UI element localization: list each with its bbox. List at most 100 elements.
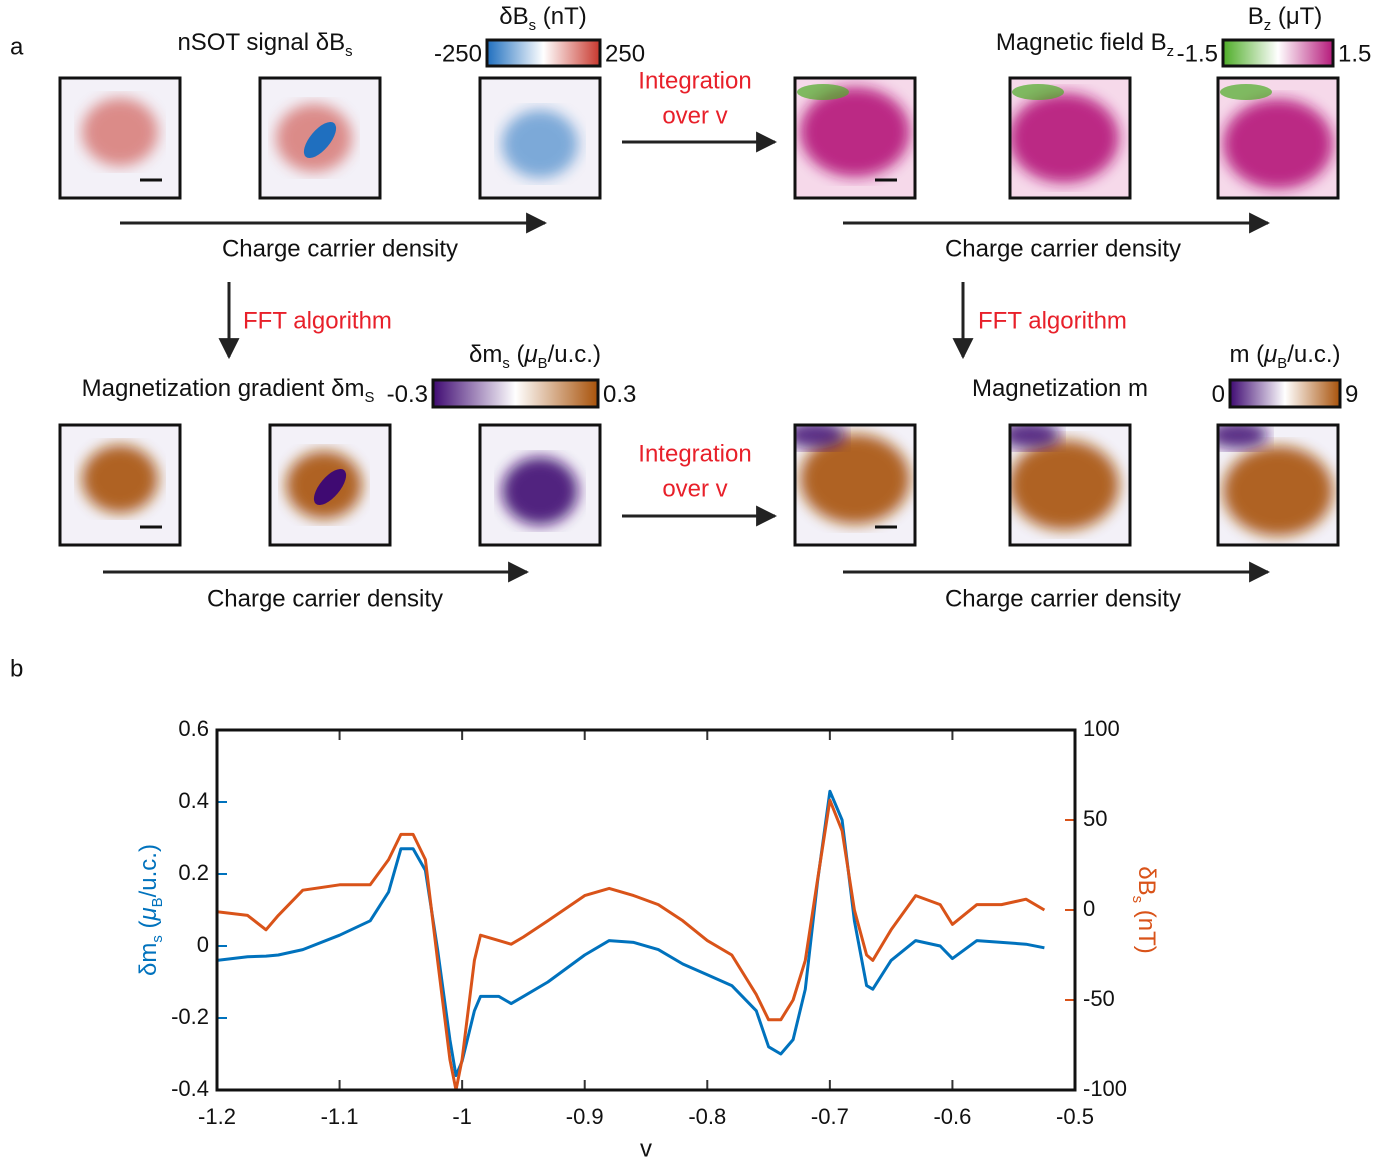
y2-tick-label: 100 [1083, 716, 1120, 741]
y-tick-label: 0 [197, 932, 209, 957]
y-tick-label: 0.6 [178, 716, 209, 741]
map-image [58, 76, 182, 200]
map-image [1008, 76, 1132, 200]
map-image [268, 423, 392, 547]
text-part: s [150, 935, 166, 942]
text-part: S [364, 390, 374, 406]
integration-label: Integration [638, 67, 751, 94]
text-part: /u.c.) [1287, 341, 1340, 368]
text-part: μ [1263, 341, 1277, 368]
colorbar-label: Bz (μT) [1248, 3, 1323, 34]
x-tick-label: -0.6 [933, 1104, 971, 1129]
colorbar-label: m (μB/u.c.) [1229, 341, 1340, 372]
y2-tick-label: -50 [1083, 986, 1115, 1011]
text-part: z [1264, 18, 1271, 34]
colorbar-label: δBs (nT) [499, 3, 586, 34]
text-part: /u.c.) [135, 844, 162, 897]
colorbar-min: 0 [1212, 381, 1225, 408]
text-part: ( [135, 920, 162, 935]
text-part: nSOT signal δB [177, 29, 345, 56]
text-part: B [1248, 3, 1264, 30]
colorbar [431, 378, 600, 409]
panel-title: Magnetization gradient δmS [82, 375, 375, 406]
series-line [217, 798, 1046, 1090]
x-tick-label: -1.2 [198, 1104, 236, 1129]
colorbar-min: -250 [434, 40, 482, 67]
map-image [478, 423, 602, 547]
colorbar-max: 0.3 [603, 381, 636, 408]
text-part: δB [1133, 866, 1160, 895]
y2-tick-label: -100 [1083, 1076, 1127, 1101]
x-tick-label: -0.9 [566, 1104, 604, 1129]
series-line [217, 789, 1045, 1078]
text-part: δm [469, 341, 502, 368]
text-part: μ [524, 341, 538, 368]
map-image [1216, 76, 1340, 200]
text-part: Magnetization gradient δm [82, 375, 365, 402]
panel-label: b [10, 655, 23, 682]
text-part: B [538, 356, 548, 372]
map-image [478, 76, 602, 200]
colorbar-max: 9 [1345, 381, 1358, 408]
colorbar [1228, 378, 1342, 409]
colorbar-min: -0.3 [387, 381, 428, 408]
y-tick-label: 0.4 [178, 788, 209, 813]
plot-frame [215, 728, 1077, 1092]
colorbar-max: 250 [605, 40, 645, 67]
x-tick-label: -0.5 [1056, 1104, 1094, 1129]
colorbar [485, 38, 602, 68]
integration-label: over v [662, 102, 727, 129]
y-tick-label: -0.4 [171, 1076, 209, 1101]
map-image [1216, 423, 1340, 547]
text-part: z [1167, 44, 1174, 60]
text-part: B [150, 897, 166, 907]
map-image [793, 76, 917, 200]
panel-title: Magnetic field Bz [996, 29, 1174, 60]
colorbar [1221, 38, 1335, 68]
colorbar-label: δms (μB/u.c.) [469, 341, 601, 372]
map-image [1008, 423, 1132, 547]
text-part: s [529, 18, 536, 34]
text-part: δm [135, 943, 162, 976]
axis-label: Charge carrier density [945, 585, 1181, 612]
x-tick-label: -0.7 [811, 1104, 849, 1129]
y2-tick-label: 0 [1083, 896, 1095, 921]
text-part: (nT) [536, 3, 587, 30]
text-part: Magnetization m [972, 375, 1148, 402]
axis-label: Charge carrier density [945, 235, 1181, 262]
map-image [258, 76, 382, 200]
map-image [793, 423, 917, 547]
text-part: δB [499, 3, 528, 30]
x-tick-label: -1 [452, 1104, 472, 1129]
text-part: ( [510, 341, 525, 368]
panel-label: a [10, 33, 24, 60]
text-part: (μT) [1271, 3, 1322, 30]
colorbar-max: 1.5 [1338, 40, 1371, 67]
panel-title: nSOT signal δBs [177, 29, 352, 60]
y-tick-label: -0.2 [171, 1004, 209, 1029]
text-part: (nT) [1133, 903, 1160, 954]
text-part: Magnetic field B [996, 29, 1167, 56]
integration-label: over v [662, 475, 727, 502]
integration-label: Integration [638, 440, 751, 467]
y2-axis-label: δBs (nT) [1129, 866, 1160, 953]
y-axis-label: δms (μB/u.c.) [135, 844, 166, 976]
map-image [58, 423, 182, 547]
text-part: μ [135, 907, 162, 921]
axis-label: Charge carrier density [207, 585, 443, 612]
axis-label: Charge carrier density [222, 235, 458, 262]
text-part: s [345, 44, 352, 60]
y-tick-label: 0.2 [178, 860, 209, 885]
x-tick-label: -1.1 [321, 1104, 359, 1129]
fft-label: FFT algorithm [978, 307, 1127, 334]
text-part: B [1277, 356, 1287, 372]
text-part: m ( [1229, 341, 1264, 368]
text-part: s [1129, 896, 1145, 903]
text-part: /u.c.) [548, 341, 601, 368]
x-tick-label: -0.8 [688, 1104, 726, 1129]
fft-label: FFT algorithm [243, 307, 392, 334]
text-part: s [502, 356, 509, 372]
y2-tick-label: 50 [1083, 806, 1107, 831]
panel-title: Magnetization m [972, 375, 1148, 402]
